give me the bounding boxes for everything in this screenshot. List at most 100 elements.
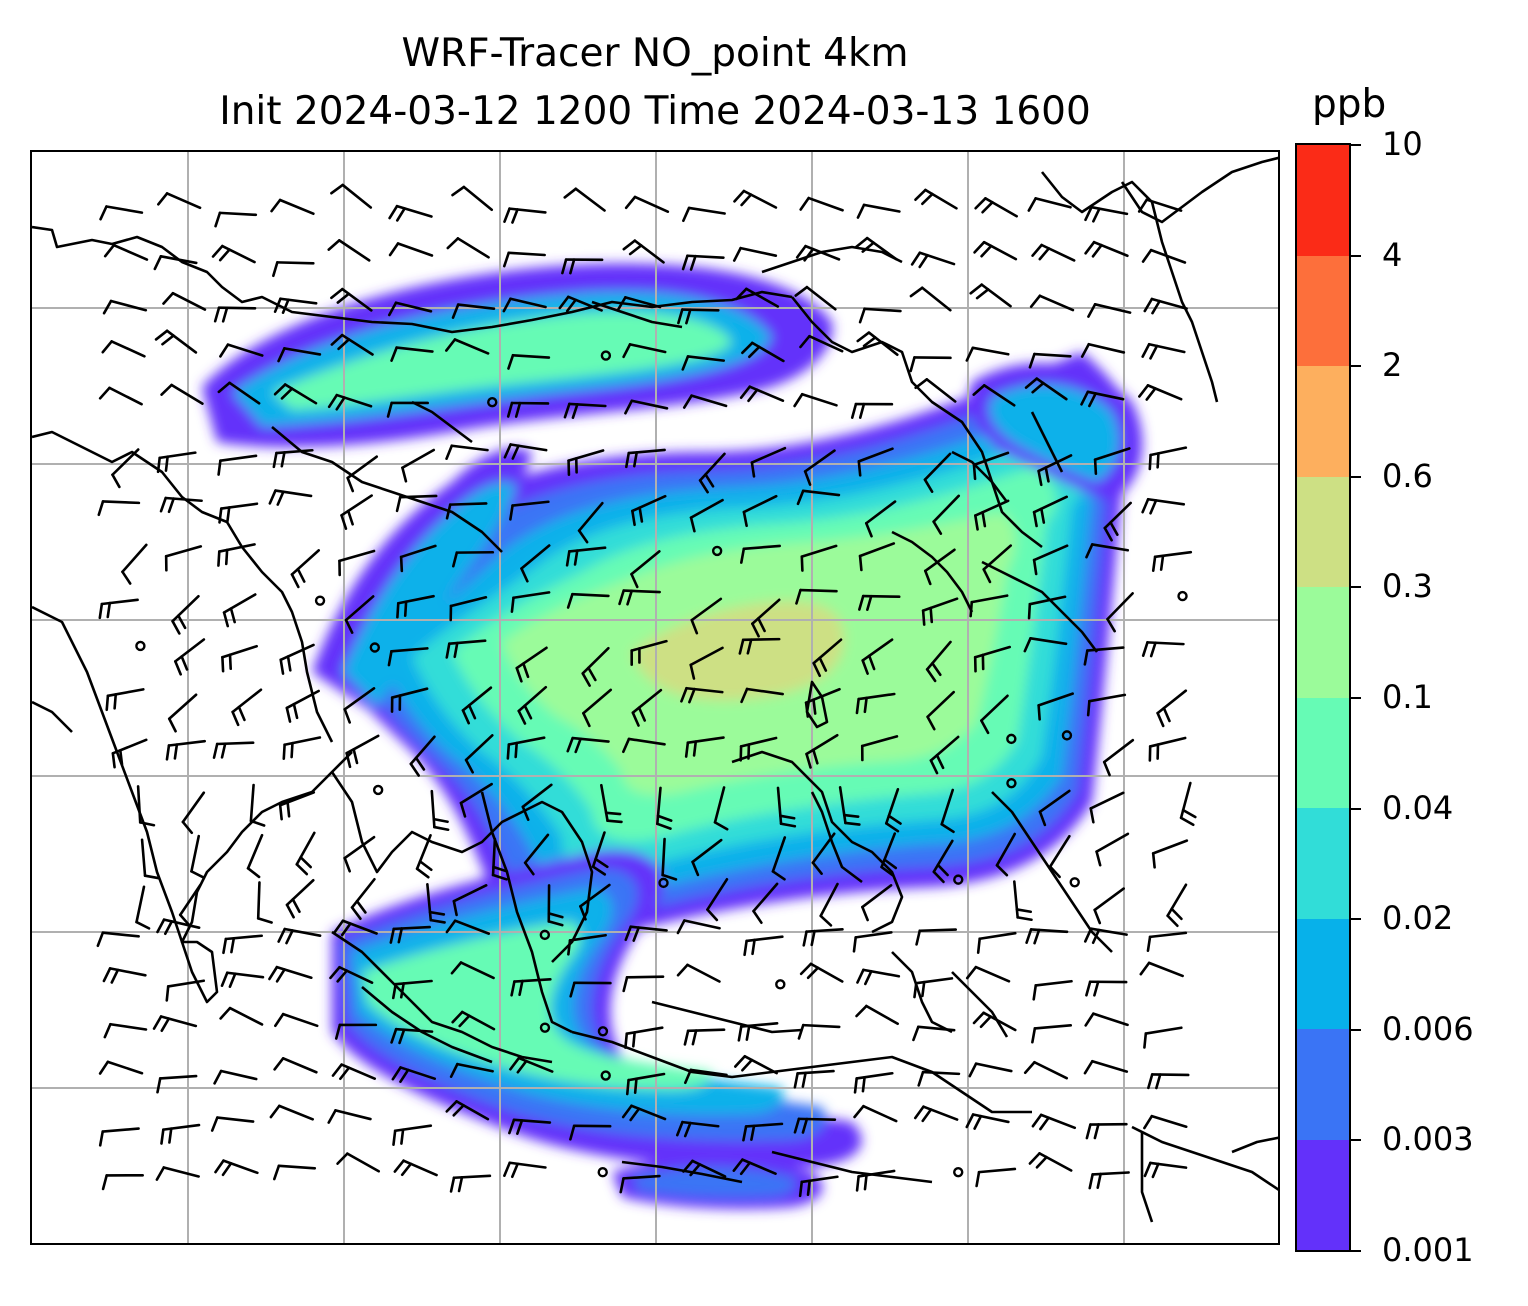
wind-barb <box>1148 446 1188 471</box>
calm-wind-marker <box>1177 590 1188 602</box>
wind-barb <box>390 346 434 362</box>
wind-barb <box>682 394 728 409</box>
wind-barb <box>272 261 315 278</box>
concentration-contour-2 <box>272 311 732 410</box>
wind-barb <box>327 239 371 262</box>
wind-barb <box>795 244 841 262</box>
wind-barb <box>220 971 265 989</box>
wind-barb <box>269 1104 314 1121</box>
wind-barb <box>159 496 203 514</box>
wind-barb <box>1080 390 1125 408</box>
wind-barb <box>689 646 724 680</box>
wind-barb <box>622 975 665 993</box>
wind-barb <box>409 735 436 777</box>
wind-barb <box>600 783 623 824</box>
wind-barb <box>838 786 861 826</box>
wind-barb <box>1031 243 1076 262</box>
wind-barb <box>713 786 729 831</box>
wind-barb <box>803 449 836 486</box>
wind-barb <box>336 1152 381 1173</box>
wind-barb <box>684 736 725 758</box>
wind-barb <box>213 1069 258 1085</box>
wind-barb <box>799 196 844 212</box>
wind-barb <box>121 543 148 585</box>
wind-barb <box>502 251 546 268</box>
wind-barb <box>914 378 957 403</box>
wind-barb <box>1083 646 1125 666</box>
wind-barb <box>974 499 1010 531</box>
wind-barb <box>272 448 314 469</box>
coastline-segment <box>32 430 244 548</box>
colorbar-tick-label: 0.003 <box>1382 1120 1474 1159</box>
wind-barb <box>735 287 780 308</box>
wind-barb <box>565 546 607 567</box>
wind-barb <box>793 392 838 408</box>
wind-barb <box>389 925 431 944</box>
wind-barb <box>800 544 838 572</box>
calm-wind-marker <box>597 1026 609 1037</box>
coastline-segment <box>790 296 1043 549</box>
wind-barb <box>909 356 952 373</box>
wind-barb <box>1027 595 1067 620</box>
wind-barb <box>1141 641 1185 658</box>
wind-barb <box>391 979 433 1000</box>
wind-barb <box>515 646 548 683</box>
calm-wind-marker <box>314 595 326 606</box>
wind-barb <box>858 307 902 324</box>
wind-barb <box>1146 931 1188 953</box>
wind-barb <box>445 444 489 461</box>
wind-barb <box>819 882 839 927</box>
wind-barb <box>913 1105 959 1123</box>
wind-barb <box>1143 1161 1188 1179</box>
wind-barb <box>622 343 667 359</box>
wind-barb <box>1023 1060 1069 1080</box>
wind-barb <box>812 638 843 678</box>
wind-barb <box>445 1100 490 1121</box>
concentration-contour-9 <box>632 601 844 701</box>
wind-barb <box>631 494 667 527</box>
wind-barb <box>1083 1059 1129 1075</box>
wind-barb <box>913 977 954 999</box>
wind-barb <box>855 1004 899 1026</box>
colorbar-tick-label: 10 <box>1382 125 1423 163</box>
wind-barb <box>338 549 376 577</box>
wind-barb <box>1147 1073 1190 1090</box>
wind-barb <box>181 791 206 835</box>
coastline-segment <box>331 930 553 1064</box>
wind-barb <box>751 598 781 638</box>
wind-barb <box>345 734 380 769</box>
calm-wind-marker <box>487 396 498 408</box>
wind-barb <box>625 448 666 469</box>
wind-barb <box>739 736 778 762</box>
wind-barb <box>750 446 787 478</box>
wind-barb <box>140 838 161 880</box>
colorbar-tick <box>1351 1028 1361 1031</box>
wind-barb <box>706 878 729 922</box>
wind-barb <box>1028 1152 1073 1172</box>
calm-wind-marker <box>658 877 669 889</box>
wind-barb <box>923 452 952 493</box>
wind-barb <box>799 334 844 353</box>
wind-barb <box>965 1113 1010 1130</box>
wind-barb <box>1080 342 1126 358</box>
colorbar-band-0.3-0.6 <box>1297 476 1349 587</box>
wind-barb <box>160 383 204 405</box>
wind-barb <box>805 733 839 769</box>
wind-barb <box>464 734 494 774</box>
colorbar-tick <box>1351 697 1361 699</box>
wind-barb <box>503 207 547 224</box>
wind-barb <box>618 589 661 606</box>
wind-barb <box>346 455 379 493</box>
wind-barb <box>880 832 898 877</box>
wind-barb <box>796 489 841 506</box>
wind-barb <box>393 1159 438 1177</box>
wind-barb <box>156 451 197 474</box>
wind-barb <box>165 979 206 1002</box>
wind-barb <box>268 489 313 506</box>
wind-barb <box>563 187 606 212</box>
wind-barb <box>855 692 896 715</box>
wind-barb <box>858 594 901 611</box>
wind-barb <box>509 500 550 521</box>
wind-barb <box>1141 497 1186 515</box>
wind-barb <box>621 1104 667 1122</box>
